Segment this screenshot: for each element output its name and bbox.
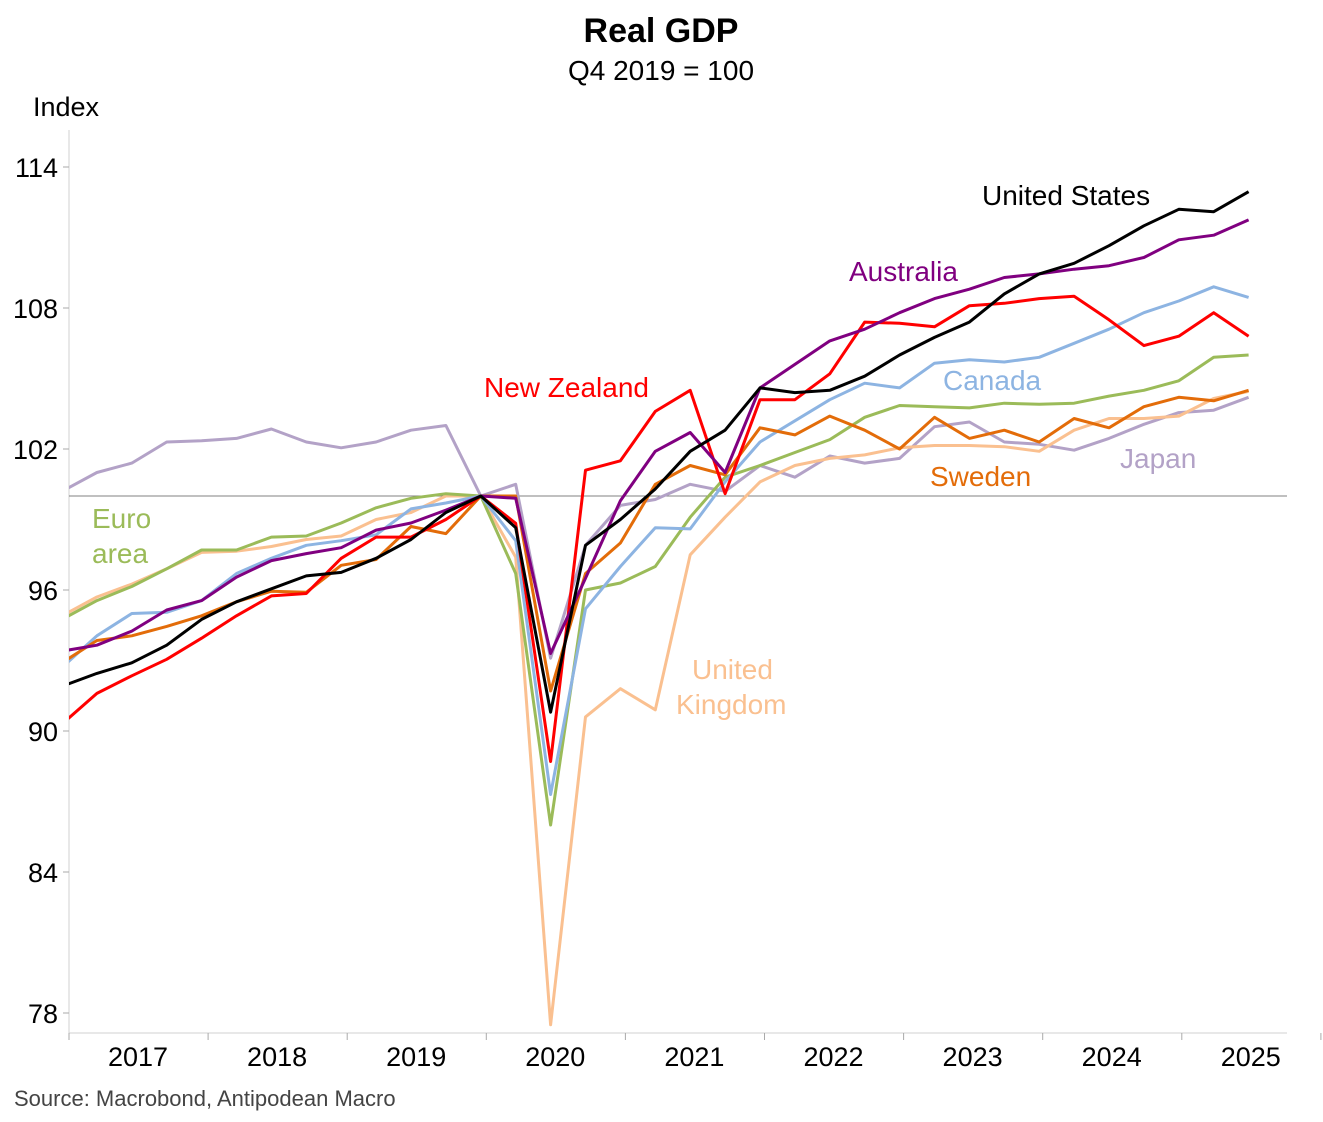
series-label-united-kingdom: Kingdom: [676, 689, 787, 720]
x-tick-label: 2023: [943, 1042, 1003, 1072]
series-label-euro-area: area: [92, 538, 148, 569]
series-label-japan: Japan: [1120, 443, 1196, 474]
series-lines: [69, 190, 1250, 1027]
x-tick-label: 2019: [386, 1042, 446, 1072]
y-tick-label: 114: [15, 153, 58, 183]
series-label-canada: Canada: [943, 365, 1042, 396]
y-ticks: 78 84 90 96 102 108 114: [13, 153, 69, 1029]
source-note: Source: Macrobond, Antipodean Macro: [14, 1086, 396, 1111]
series-line-canada: [69, 285, 1250, 796]
series-line-united-kingdom: [69, 389, 1249, 1027]
series-line-sweden: [69, 388, 1250, 693]
x-ticks: 2017 2018 2019 2020 2021 2022 2023 2024 2025: [68, 1033, 1322, 1072]
series-line-japan: [69, 395, 1250, 660]
series-label-sweden: Sweden: [930, 461, 1031, 492]
x-tick-label: 2022: [803, 1042, 863, 1072]
y-tick-label: 90: [28, 717, 58, 747]
x-tick-label: 2021: [664, 1042, 724, 1072]
x-tick-label: 2017: [108, 1042, 168, 1072]
x-tick-label: 2025: [1221, 1042, 1281, 1072]
chart-subtitle: Q4 2019 = 100: [568, 55, 754, 86]
chart-title: Real GDP: [584, 12, 739, 50]
y-tick-label: 108: [13, 294, 58, 324]
x-tick-label: 2024: [1082, 1042, 1142, 1072]
y-tick-label: 96: [28, 576, 58, 606]
y-tick-label: 78: [28, 999, 58, 1029]
x-tick-label: 2018: [247, 1042, 307, 1072]
series-line-new-zealand: [69, 294, 1250, 763]
x-tick-label: 2020: [525, 1042, 585, 1072]
series-label-united-kingdom: United: [692, 654, 773, 685]
series-label-united-states: United States: [982, 180, 1150, 211]
series-line-euro-area: [69, 353, 1249, 827]
series-line-australia: [69, 218, 1250, 655]
series-labels: Japan United Kingdom Euro area Canada Sweden Ne…: [92, 180, 1196, 720]
series-line-united-states: [69, 190, 1250, 714]
y-tick-label: 102: [13, 435, 58, 465]
y-tick-label: 84: [28, 858, 58, 888]
series-label-new-zealand: New Zealand: [484, 372, 649, 403]
y-axis-label: Index: [33, 92, 100, 122]
series-label-australia: Australia: [849, 256, 958, 287]
series-label-euro-area: Euro: [92, 503, 151, 534]
